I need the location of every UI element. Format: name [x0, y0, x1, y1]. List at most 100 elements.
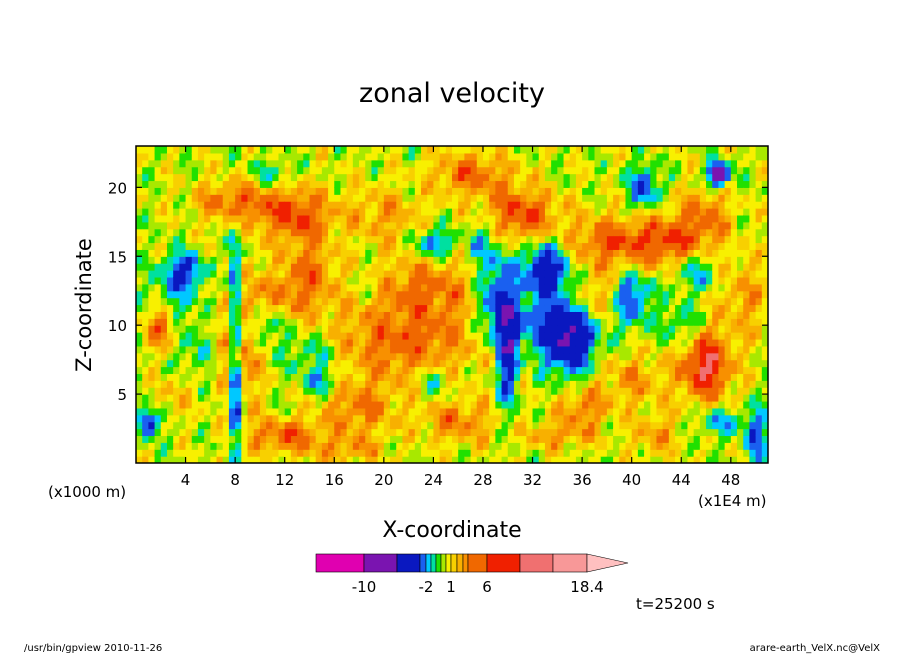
field-cell: [334, 146, 342, 154]
field-cell: [166, 180, 174, 188]
field-cell: [346, 345, 354, 354]
field-cell: [383, 242, 391, 250]
field-cell: [687, 152, 695, 161]
field-cell: [359, 152, 366, 161]
field-cell: [235, 297, 242, 306]
field-cell: [495, 456, 503, 463]
field-cell: [433, 270, 441, 278]
field-cell: [718, 311, 726, 319]
field-cell: [371, 366, 379, 375]
field-cell: [210, 263, 218, 271]
field-cell: [278, 235, 286, 244]
field-cell: [724, 359, 732, 368]
field-cell: [452, 338, 459, 347]
field-cell: [166, 263, 174, 271]
field-cell: [464, 311, 472, 319]
field-cell: [544, 380, 552, 388]
field-cell: [315, 187, 323, 195]
field-cell: [142, 442, 149, 450]
field-cell: [414, 256, 422, 264]
field-cell: [303, 208, 311, 216]
field-cell: [340, 373, 348, 381]
field-cell: [538, 263, 546, 271]
field-cell: [321, 400, 329, 409]
field-cell: [513, 394, 521, 402]
field-cell: [222, 276, 230, 285]
field-cell: [191, 173, 199, 182]
field-cell: [278, 380, 286, 388]
field-cell: [619, 152, 627, 161]
field-cell: [619, 180, 627, 188]
field-cell: [160, 394, 168, 402]
field-cell: [284, 366, 292, 375]
field-cell: [557, 449, 565, 457]
field-cell: [458, 270, 465, 278]
field-cell: [253, 180, 261, 188]
field-cell: [414, 332, 422, 340]
field-cell: [637, 394, 645, 402]
field-cell: [526, 256, 534, 264]
field-cell: [538, 194, 546, 202]
field-cell: [482, 201, 490, 209]
field-cell: [179, 187, 187, 195]
field-cell: [179, 214, 187, 223]
field-cell: [650, 352, 658, 361]
field-cell: [272, 435, 280, 443]
field-cell: [204, 380, 211, 388]
field-cell: [253, 214, 261, 223]
field-cell: [452, 442, 459, 450]
field-cell: [303, 421, 311, 430]
field-cell: [371, 152, 379, 161]
field-cell: [575, 201, 583, 209]
field-cell: [402, 435, 410, 443]
field-cell: [588, 400, 596, 409]
field-cell: [755, 373, 763, 381]
field-cell: [222, 290, 230, 299]
field-cell: [520, 325, 527, 333]
field-cell: [142, 325, 149, 333]
field-cell: [582, 270, 589, 278]
field-cell: [396, 221, 404, 230]
field-cell: [241, 270, 249, 278]
field-cell: [749, 263, 757, 271]
field-cell: [644, 249, 651, 257]
field-cell: [253, 187, 261, 195]
field-cell: [185, 214, 193, 223]
field-cell: [613, 270, 620, 278]
field-cell: [315, 235, 323, 244]
field-cell: [371, 311, 379, 319]
field-cell: [718, 394, 726, 402]
field-cell: [520, 249, 527, 257]
field-cell: [656, 435, 664, 443]
x-axis-label: X-coordinate: [382, 518, 521, 543]
field-cell: [625, 421, 633, 430]
field-cell: [712, 297, 720, 306]
field-cell: [359, 304, 366, 312]
field-cell: [730, 146, 738, 154]
field-cell: [272, 456, 280, 463]
field-cell: [749, 332, 757, 340]
field-cell: [569, 332, 577, 340]
field-cell: [613, 235, 620, 244]
field-cell: [439, 325, 447, 333]
field-cell: [557, 373, 565, 381]
field-cell: [637, 242, 645, 250]
field-cell: [557, 394, 565, 402]
field-cell: [458, 214, 465, 223]
field-cell: [241, 352, 249, 361]
field-cell: [297, 366, 304, 375]
field-cell: [365, 373, 373, 381]
field-cell: [154, 311, 162, 319]
field-cell: [439, 173, 447, 182]
field-cell: [290, 359, 298, 368]
field-cell: [266, 194, 273, 202]
field-cell: [563, 152, 571, 161]
field-cell: [737, 400, 744, 409]
field-cell: [272, 235, 280, 244]
field-cell: [613, 146, 620, 154]
field-cell: [241, 394, 249, 402]
field-cell: [613, 359, 620, 368]
colorbar-segment: [456, 553, 464, 573]
field-cell: [737, 332, 744, 340]
field-cell: [464, 194, 472, 202]
